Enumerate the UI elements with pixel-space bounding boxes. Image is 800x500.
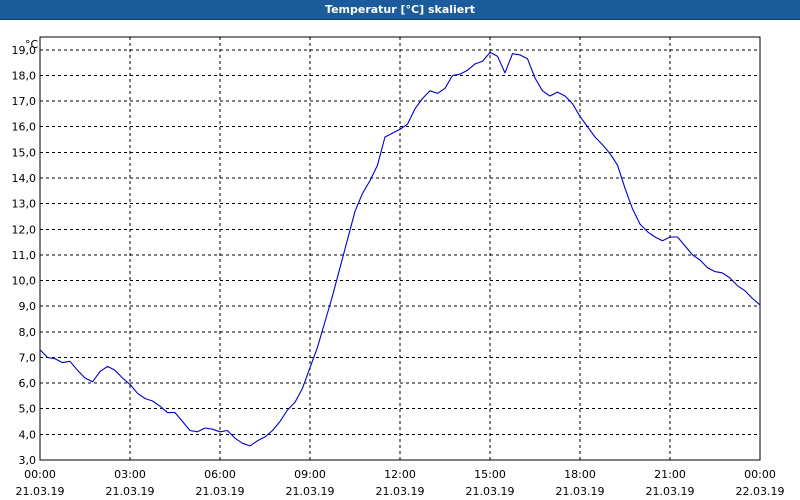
- plot-frame: [39, 36, 761, 461]
- x-tick-time-label: 00:00: [744, 468, 776, 481]
- y-tick-label: 10,0: [12, 275, 37, 288]
- x-tick-time-label: 18:00: [564, 468, 596, 481]
- x-tick-date-label: 21.03.19: [556, 485, 605, 498]
- x-tick-date-label: 21.03.19: [646, 485, 695, 498]
- x-tick-time-label: 21:00: [654, 468, 686, 481]
- y-tick-label: 4,0: [19, 428, 37, 441]
- y-tick-label: 19,0: [12, 44, 37, 57]
- window-title: Temperatur [°C] skaliert: [0, 0, 800, 20]
- y-tick-label: 15,0: [12, 146, 37, 159]
- x-tick-time-label: 09:00: [294, 468, 326, 481]
- y-tick-label: 8,0: [19, 326, 37, 339]
- x-tick-date-label: 21.03.19: [376, 485, 425, 498]
- y-tick-label: 7,0: [19, 351, 37, 364]
- x-tick-time-label: 12:00: [384, 468, 416, 481]
- y-tick-label: 14,0: [12, 172, 37, 185]
- y-tick-label: 11,0: [12, 249, 37, 262]
- y-tick-label: 3,0: [19, 454, 37, 467]
- y-tick-label: 5,0: [19, 403, 37, 416]
- y-tick-label: 13,0: [12, 198, 37, 211]
- temperature-chart: °C 3,0 4,0 5,0 6,0 7,0 8,0 9,0 10,0 11,0 12,0 13,0…: [12, 36, 785, 498]
- x-tick-date-label: 21.03.19: [196, 485, 245, 498]
- y-tick-label: 16,0: [12, 121, 37, 134]
- x-tick-date-label: 21.03.19: [16, 485, 65, 498]
- y-tick-label: 18,0: [12, 69, 37, 82]
- x-tick-time-label: 00:00: [24, 468, 56, 481]
- y-tick-label: 12,0: [12, 223, 37, 236]
- y-tick-label: 6,0: [19, 377, 37, 390]
- y-tick-label: 9,0: [19, 300, 37, 313]
- y-tick-label: 17,0: [12, 95, 37, 108]
- x-tick-time-label: 06:00: [204, 468, 236, 481]
- x-tick-date-label: 21.03.19: [466, 485, 515, 498]
- x-tick-date-label: 22.03.19: [736, 485, 785, 498]
- x-tick-time-label: 03:00: [114, 468, 146, 481]
- x-tick-date-label: 21.03.19: [286, 485, 335, 498]
- x-tick-date-label: 21.03.19: [106, 485, 155, 498]
- y-axis-unit-label: °C: [25, 38, 39, 51]
- temperature-series-line: [39, 51, 761, 447]
- x-tick-time-label: 15:00: [474, 468, 506, 481]
